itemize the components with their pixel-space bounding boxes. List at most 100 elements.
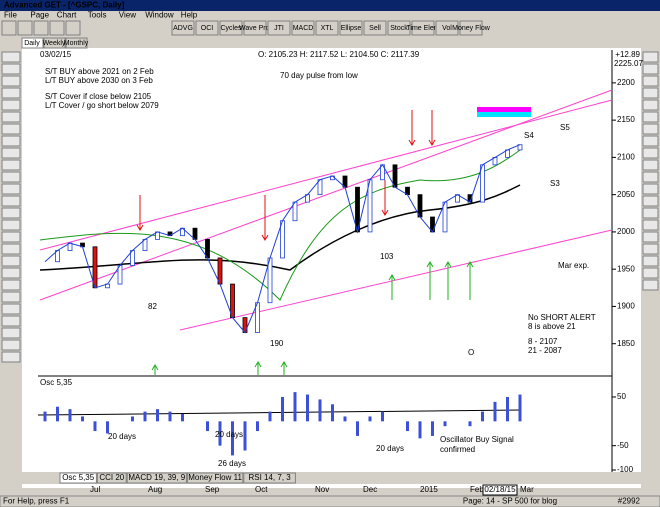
indicator-tab[interactable] [126, 472, 187, 484]
tool-icon[interactable] [642, 135, 659, 147]
toolbar-button[interactable] [387, 20, 411, 36]
tool-icon[interactable] [642, 63, 659, 75]
indicator-tab[interactable] [96, 472, 127, 484]
indicator-tab-label[interactable]: RSI 14, 7, 3 [248, 473, 291, 482]
tool-icon[interactable] [1, 123, 21, 135]
tool-icon[interactable] [1, 351, 21, 363]
toolbar-button[interactable] [315, 20, 339, 36]
indicator-tab-label[interactable]: Money Flow 11 [188, 473, 242, 482]
menu-item[interactable]: Page [30, 11, 49, 20]
tool-icon[interactable] [1, 75, 21, 87]
tool-icon[interactable] [1, 195, 21, 207]
toolbar-button[interactable] [339, 20, 363, 36]
moving-average [39, 184, 521, 271]
tool-icon[interactable] [1, 231, 21, 243]
tool-icon[interactable] [642, 99, 659, 111]
ohlc-readout: O: 2105.23 H: 2117.52 L: 2104.50 C: 2117… [258, 50, 420, 59]
tool-icon[interactable] [1, 183, 21, 195]
menu-item[interactable]: File [4, 11, 17, 20]
tool-icon[interactable] [1, 267, 21, 279]
tool-icon[interactable] [1, 219, 21, 231]
tool-icon[interactable] [642, 75, 659, 87]
toolbar-button[interactable] [267, 20, 291, 36]
tool-icon[interactable] [642, 159, 659, 171]
title-bar [0, 0, 660, 11]
menu-item[interactable]: View [119, 11, 136, 20]
tool-icon[interactable] [642, 147, 659, 159]
tool-icon[interactable] [1, 279, 21, 291]
indicator-tab-label[interactable]: CCI 20 [99, 473, 124, 482]
page-tab[interactable] [65, 37, 88, 49]
tool-icon[interactable] [642, 243, 659, 255]
osc-bar [331, 404, 334, 422]
tool-icon[interactable] [1, 135, 21, 147]
tool-icon[interactable] [1, 315, 21, 327]
tool-icon[interactable] [1, 87, 21, 99]
indicator-tab-label[interactable]: MACD 19, 39, 9 [128, 473, 185, 482]
tool-icon[interactable] [1, 291, 21, 303]
toolbar-button[interactable] [243, 20, 267, 36]
menu-item[interactable]: Window [145, 11, 174, 20]
tool-icon[interactable] [1, 147, 21, 159]
toolbar-button[interactable] [459, 20, 483, 36]
tool-icon[interactable] [1, 63, 21, 75]
tool-icon[interactable] [642, 219, 659, 231]
menu-item[interactable]: Tools [88, 11, 107, 20]
toolbar-button[interactable] [1, 20, 17, 36]
toolbar-button[interactable] [65, 20, 81, 36]
tool-icon[interactable] [1, 51, 21, 63]
toolbar-button[interactable] [195, 20, 219, 36]
osc-bar [181, 414, 184, 422]
tool-icon[interactable] [1, 303, 21, 315]
buy-arrow [280, 361, 288, 375]
toolbar-button[interactable] [411, 20, 435, 36]
tool-icon[interactable] [642, 279, 659, 291]
toolbar-label: XTL [321, 25, 334, 32]
tool-icon[interactable] [642, 183, 659, 195]
tool-icon[interactable] [642, 123, 659, 135]
tool-icon[interactable] [642, 255, 659, 267]
tool-icon[interactable] [642, 195, 659, 207]
tool-icon[interactable] [1, 339, 21, 351]
tool-icon[interactable] [642, 111, 659, 123]
tool-icon[interactable] [1, 99, 21, 111]
toolbar-button[interactable] [363, 20, 387, 36]
toolbar-label: Sell [369, 25, 381, 32]
toolbar-button[interactable] [291, 20, 315, 36]
indicator-tab[interactable] [59, 472, 97, 484]
toolbar-button[interactable] [33, 20, 49, 36]
tool-icon[interactable] [642, 231, 659, 243]
tool-icon[interactable] [1, 171, 21, 183]
tool-icon[interactable] [642, 87, 659, 99]
menu-item[interactable]: Chart [57, 11, 77, 20]
tool-icon[interactable] [642, 171, 659, 183]
menu-item[interactable]: Help [181, 11, 198, 20]
tool-icon[interactable] [1, 255, 21, 267]
page-tab[interactable] [21, 37, 44, 49]
osc-bar [43, 411, 47, 422]
indicator-tab-label[interactable]: Osc 5,35 [62, 473, 95, 482]
x-tick-label: Aug [148, 485, 162, 494]
page-tab-label: Weekly [43, 40, 66, 47]
toolbar-button[interactable] [171, 20, 195, 36]
tool-icon[interactable] [642, 207, 659, 219]
tool-icon[interactable] [1, 111, 21, 123]
tool-icon[interactable] [642, 51, 659, 63]
toolbar-button[interactable] [49, 20, 65, 36]
toolbar-button[interactable] [219, 20, 243, 36]
page-tab[interactable] [43, 37, 66, 49]
tool-icon[interactable] [1, 207, 21, 219]
osc-bar [131, 416, 134, 422]
indicator-tab[interactable] [243, 472, 296, 484]
tool-icon[interactable] [642, 267, 659, 279]
tool-icon[interactable] [1, 243, 21, 255]
indicator-tab[interactable] [186, 472, 244, 484]
tool-icon[interactable] [1, 327, 21, 339]
y-tick-label: 1900 [617, 302, 635, 311]
toolbar-button[interactable] [435, 20, 459, 36]
moving-average [39, 149, 521, 301]
toolbar-button[interactable] [17, 20, 33, 36]
x-tick-label: Nov [315, 485, 329, 494]
tool-icon[interactable] [1, 159, 21, 171]
y-tick-label: 1850 [617, 339, 635, 348]
